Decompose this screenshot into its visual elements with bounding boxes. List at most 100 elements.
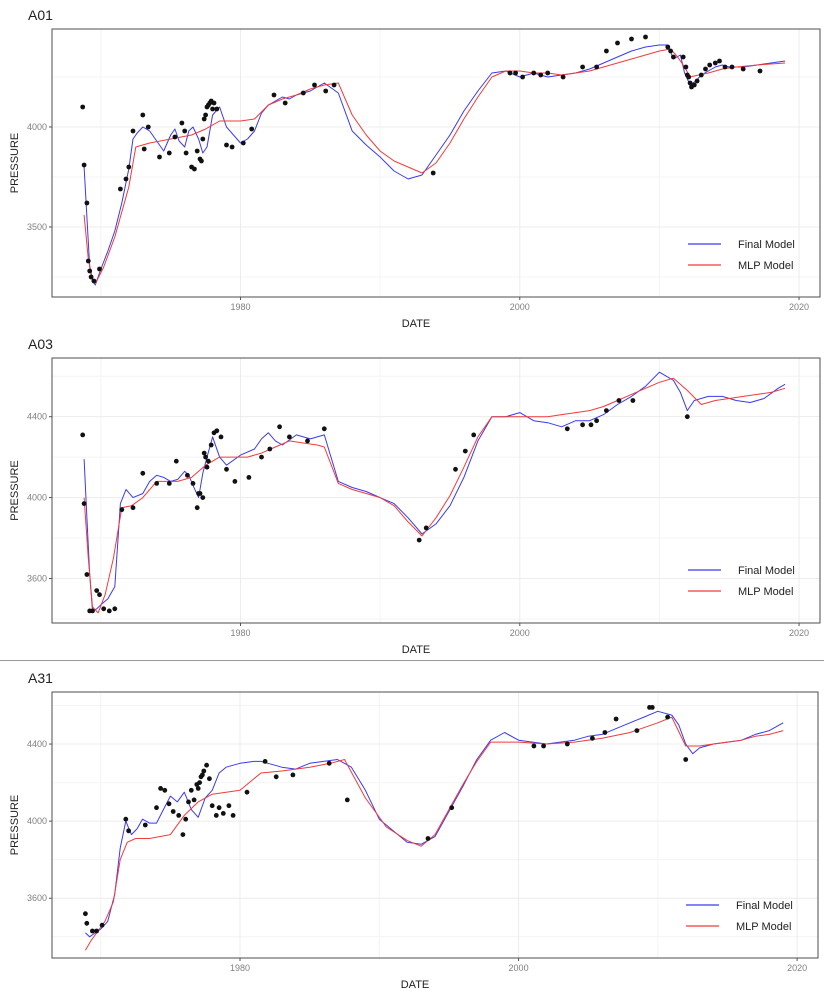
- y-tick-label: 3600: [27, 893, 47, 903]
- observed-point: [707, 62, 713, 68]
- observed-point: [531, 70, 537, 76]
- x-tick-label: 2000: [509, 963, 529, 973]
- observed-point: [206, 458, 211, 464]
- final-model-line: [85, 710, 784, 938]
- observed-point: [698, 72, 704, 78]
- observed-point: [130, 505, 136, 511]
- observed-point: [634, 728, 640, 733]
- observed-point: [173, 458, 179, 464]
- observed-point: [531, 743, 537, 749]
- observed-point: [691, 82, 697, 88]
- observed-point: [218, 434, 224, 440]
- y-axis-title: PRESSURE: [9, 460, 21, 521]
- observed-point: [683, 757, 689, 762]
- x-tick-label: 1980: [230, 302, 250, 312]
- observed-point: [229, 144, 235, 150]
- chart-title: A01: [28, 7, 53, 23]
- observed-point: [240, 140, 246, 146]
- observed-point: [630, 398, 636, 403]
- observed-point: [271, 92, 277, 98]
- observed-point: [158, 786, 164, 791]
- observed-point: [126, 164, 132, 170]
- observed-point: [722, 64, 728, 70]
- observed-point: [211, 100, 217, 106]
- observed-point: [203, 112, 209, 118]
- observed-point: [282, 100, 288, 106]
- observed-point: [694, 78, 700, 84]
- observed-point: [106, 608, 112, 614]
- observed-point: [166, 481, 172, 486]
- observed-point: [85, 258, 91, 264]
- observed-point: [230, 813, 236, 818]
- observed-point: [323, 88, 329, 94]
- observed-point: [199, 158, 204, 164]
- chart-title: A31: [28, 670, 53, 686]
- chart-title: A03: [28, 336, 53, 352]
- observed-point: [214, 106, 220, 112]
- observed-point: [643, 34, 648, 40]
- x-tick-label: 2020: [789, 302, 809, 312]
- y-tick-label: 4000: [27, 493, 47, 503]
- observed-point: [560, 74, 566, 80]
- final-model-line: [83, 371, 786, 612]
- y-tick-label: 4400: [27, 739, 47, 749]
- observed-point: [423, 525, 429, 531]
- observed-point: [224, 142, 229, 148]
- observed-point: [717, 58, 722, 64]
- observed-point: [615, 40, 620, 46]
- observed-point: [101, 606, 107, 612]
- mlp-model-line: [84, 716, 784, 951]
- observed-point: [602, 730, 608, 735]
- observed-point: [300, 90, 306, 96]
- observed-point: [80, 104, 86, 110]
- observed-point: [81, 162, 87, 168]
- observed-point: [162, 787, 168, 793]
- legend-final-label: Final Model: [738, 565, 795, 577]
- plot-panel-border: [51, 691, 819, 959]
- observed-point: [246, 475, 252, 480]
- observed-point: [430, 170, 436, 176]
- observed-point: [200, 136, 206, 142]
- observed-point: [84, 920, 90, 926]
- observed-point: [687, 80, 693, 86]
- observed-point: [513, 70, 518, 76]
- observed-point: [166, 150, 172, 156]
- legend-mlp-label: MLP Model: [736, 921, 791, 933]
- observed-point: [244, 789, 250, 795]
- observed-point: [194, 505, 200, 511]
- observed-point: [321, 426, 327, 432]
- observed-point: [273, 774, 279, 780]
- y-axis-title: PRESSURE: [9, 795, 21, 856]
- observed-point: [541, 743, 546, 749]
- legend-mlp-label: MLP Model: [738, 586, 793, 598]
- observed-point: [203, 454, 209, 460]
- legend-final-label: Final Model: [738, 239, 795, 251]
- observed-point: [277, 424, 282, 430]
- observed-point: [157, 154, 162, 160]
- x-tick-label: 2000: [510, 628, 530, 638]
- y-tick-label: 3500: [27, 222, 47, 232]
- observed-point: [208, 442, 214, 448]
- observed-point: [740, 66, 746, 72]
- observed-point: [201, 116, 207, 122]
- observed-point: [671, 54, 676, 60]
- final-model-line: [83, 44, 786, 286]
- observed-point: [197, 491, 203, 496]
- observed-point: [80, 432, 86, 438]
- observed-point: [190, 481, 196, 486]
- observed-point: [90, 928, 95, 934]
- observed-point: [703, 66, 708, 72]
- plot-panel-border: [51, 357, 821, 624]
- observed-point: [176, 813, 182, 818]
- observed-point: [224, 466, 229, 472]
- observed-point: [545, 70, 551, 76]
- observed-point: [97, 266, 102, 272]
- observed-point: [580, 64, 585, 70]
- observed-point: [99, 922, 105, 928]
- observed-point: [119, 507, 125, 513]
- observed-point: [112, 606, 118, 612]
- observed-point: [91, 278, 97, 284]
- plot-panel-border: [51, 28, 821, 298]
- observed-point: [141, 146, 147, 152]
- observed-point: [200, 772, 205, 778]
